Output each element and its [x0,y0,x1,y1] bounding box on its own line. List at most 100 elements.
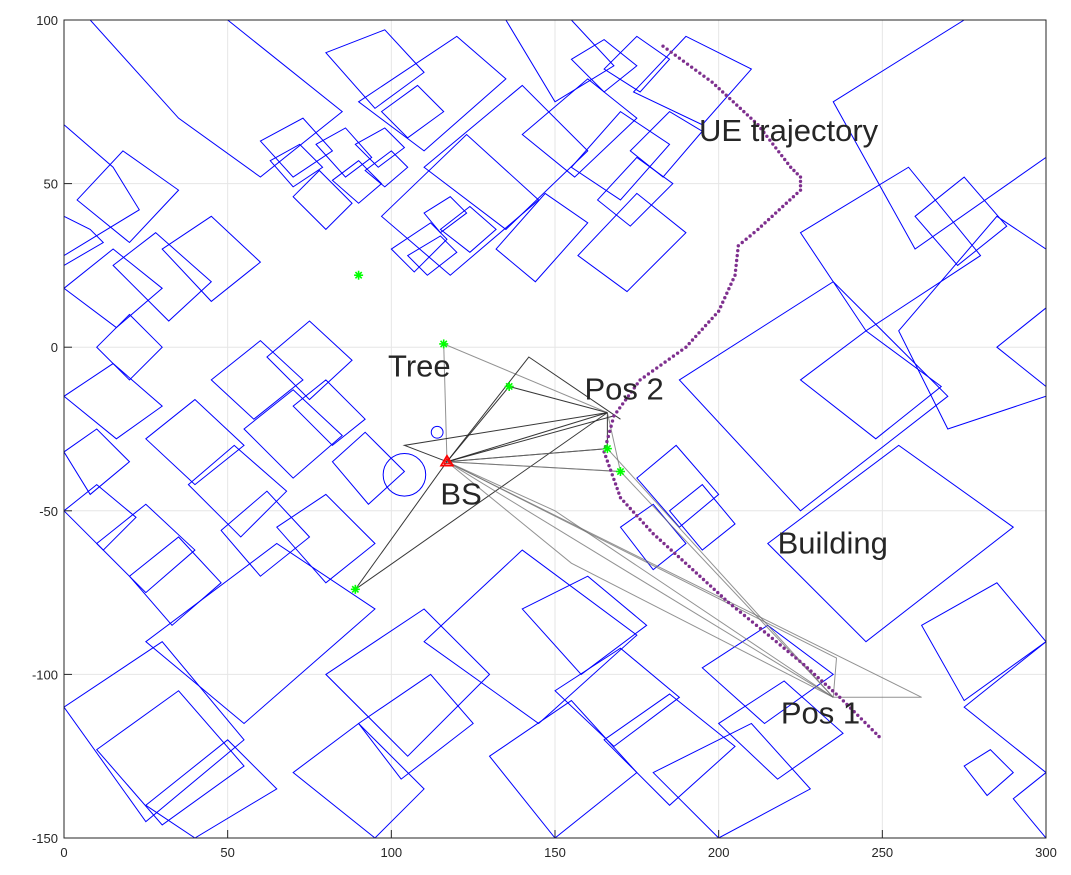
trajectory-point [680,348,684,352]
trajectory-point [777,208,781,212]
x-tick-label: 200 [708,845,730,860]
trajectory-point [794,656,798,660]
trajectory-point [687,341,691,346]
annotation-label: Pos 2 [584,372,663,407]
trajectory-point [690,338,695,342]
building-outline [920,582,1046,702]
trajectory-point [827,685,831,690]
trajectory-point [665,545,670,549]
trajectory-point [790,653,794,657]
trajectory-point [798,184,803,188]
y-tick-label: 0 [51,340,58,355]
trajectory-point [703,323,708,328]
buildings-layer [64,20,1046,838]
building-outline [799,330,943,440]
building-outline [577,192,687,293]
ray-path [402,412,608,463]
building-outline [570,110,671,201]
trajectory-point [816,675,820,680]
rays-layer [354,343,922,698]
building-outline [717,680,844,780]
building-outline [1012,771,1046,838]
trajectory-point [759,224,764,228]
trajectory-point [698,71,702,75]
building-outline [521,575,648,676]
y-tick-label: -150 [32,831,58,846]
building-outline [259,117,334,178]
trajectory-point [608,468,613,472]
trajectory-point [791,194,796,199]
trajectory-point [617,491,621,495]
trajectory-point [830,689,835,693]
ue-trajectory-layer [602,44,881,739]
trajectory-point [783,157,787,162]
ray-path [446,461,834,698]
trajectory-point [683,561,688,565]
trajectory-point [845,702,849,707]
trajectory-point [777,150,781,154]
x-tick-label: 150 [544,845,566,860]
trajectory-point [877,734,881,739]
trajectory-point [771,142,775,146]
trajectory-point [673,551,677,556]
trajectory-point [863,720,867,725]
trajectory-point [723,597,727,601]
trajectory-point [720,90,725,94]
trajectory-point [748,234,752,238]
building-outline [963,641,1046,774]
y-tick-label: 50 [44,177,58,192]
building-outline [832,20,1046,250]
building-outline [64,641,245,823]
building-outline [996,307,1046,388]
trajectory-point [780,153,784,158]
trajectory-point [786,649,790,654]
building-outline [914,176,1008,267]
building-outline [292,379,366,447]
trajectory-point [701,577,706,582]
trajectory-point [788,165,793,169]
tree-marker-stroke [354,271,363,279]
trajectory-point [742,613,747,618]
trajectory-point [802,662,806,667]
building-outline [354,127,406,168]
trajectory-point [669,50,673,54]
trajectory-point [610,473,614,477]
building-outline [495,192,589,283]
building-outline [128,536,222,627]
annotation-label: BS [440,476,481,511]
trajectory-point [655,366,659,370]
trajectory-point [717,87,721,91]
building-outline [95,690,245,826]
trajectory-point [719,594,724,598]
trajectory-point [725,291,729,295]
base-station-layer [439,454,455,467]
trajectory-point [644,524,649,529]
trajectory-point [729,282,733,286]
trajectory-point [708,584,713,588]
trajectory-point [716,590,720,595]
trajectory-point [805,666,810,670]
trajectory-point [742,109,746,114]
trajectory-point [694,334,698,339]
trajectory-point [782,646,786,650]
trajectory-point [773,211,778,215]
building-outline [64,124,140,257]
trajectory-point [642,375,646,379]
trajectory-point [735,103,739,107]
trajectory-point [724,93,728,97]
trajectory-point [635,382,639,386]
base-station-marker [439,454,455,467]
trajectory-point [770,636,775,641]
trajectory-point [733,273,737,277]
trajectory-point [738,610,743,614]
trajectory-point [781,204,785,209]
trajectory-point [749,116,753,120]
building-outline [603,693,736,806]
trajectory-point [763,221,767,225]
trajectory-point [834,692,838,696]
trajectory-point [752,230,756,235]
ray-path [446,461,834,698]
trajectory-point [618,406,622,410]
trajectory-point [628,506,632,511]
trajectory-point [734,258,739,263]
